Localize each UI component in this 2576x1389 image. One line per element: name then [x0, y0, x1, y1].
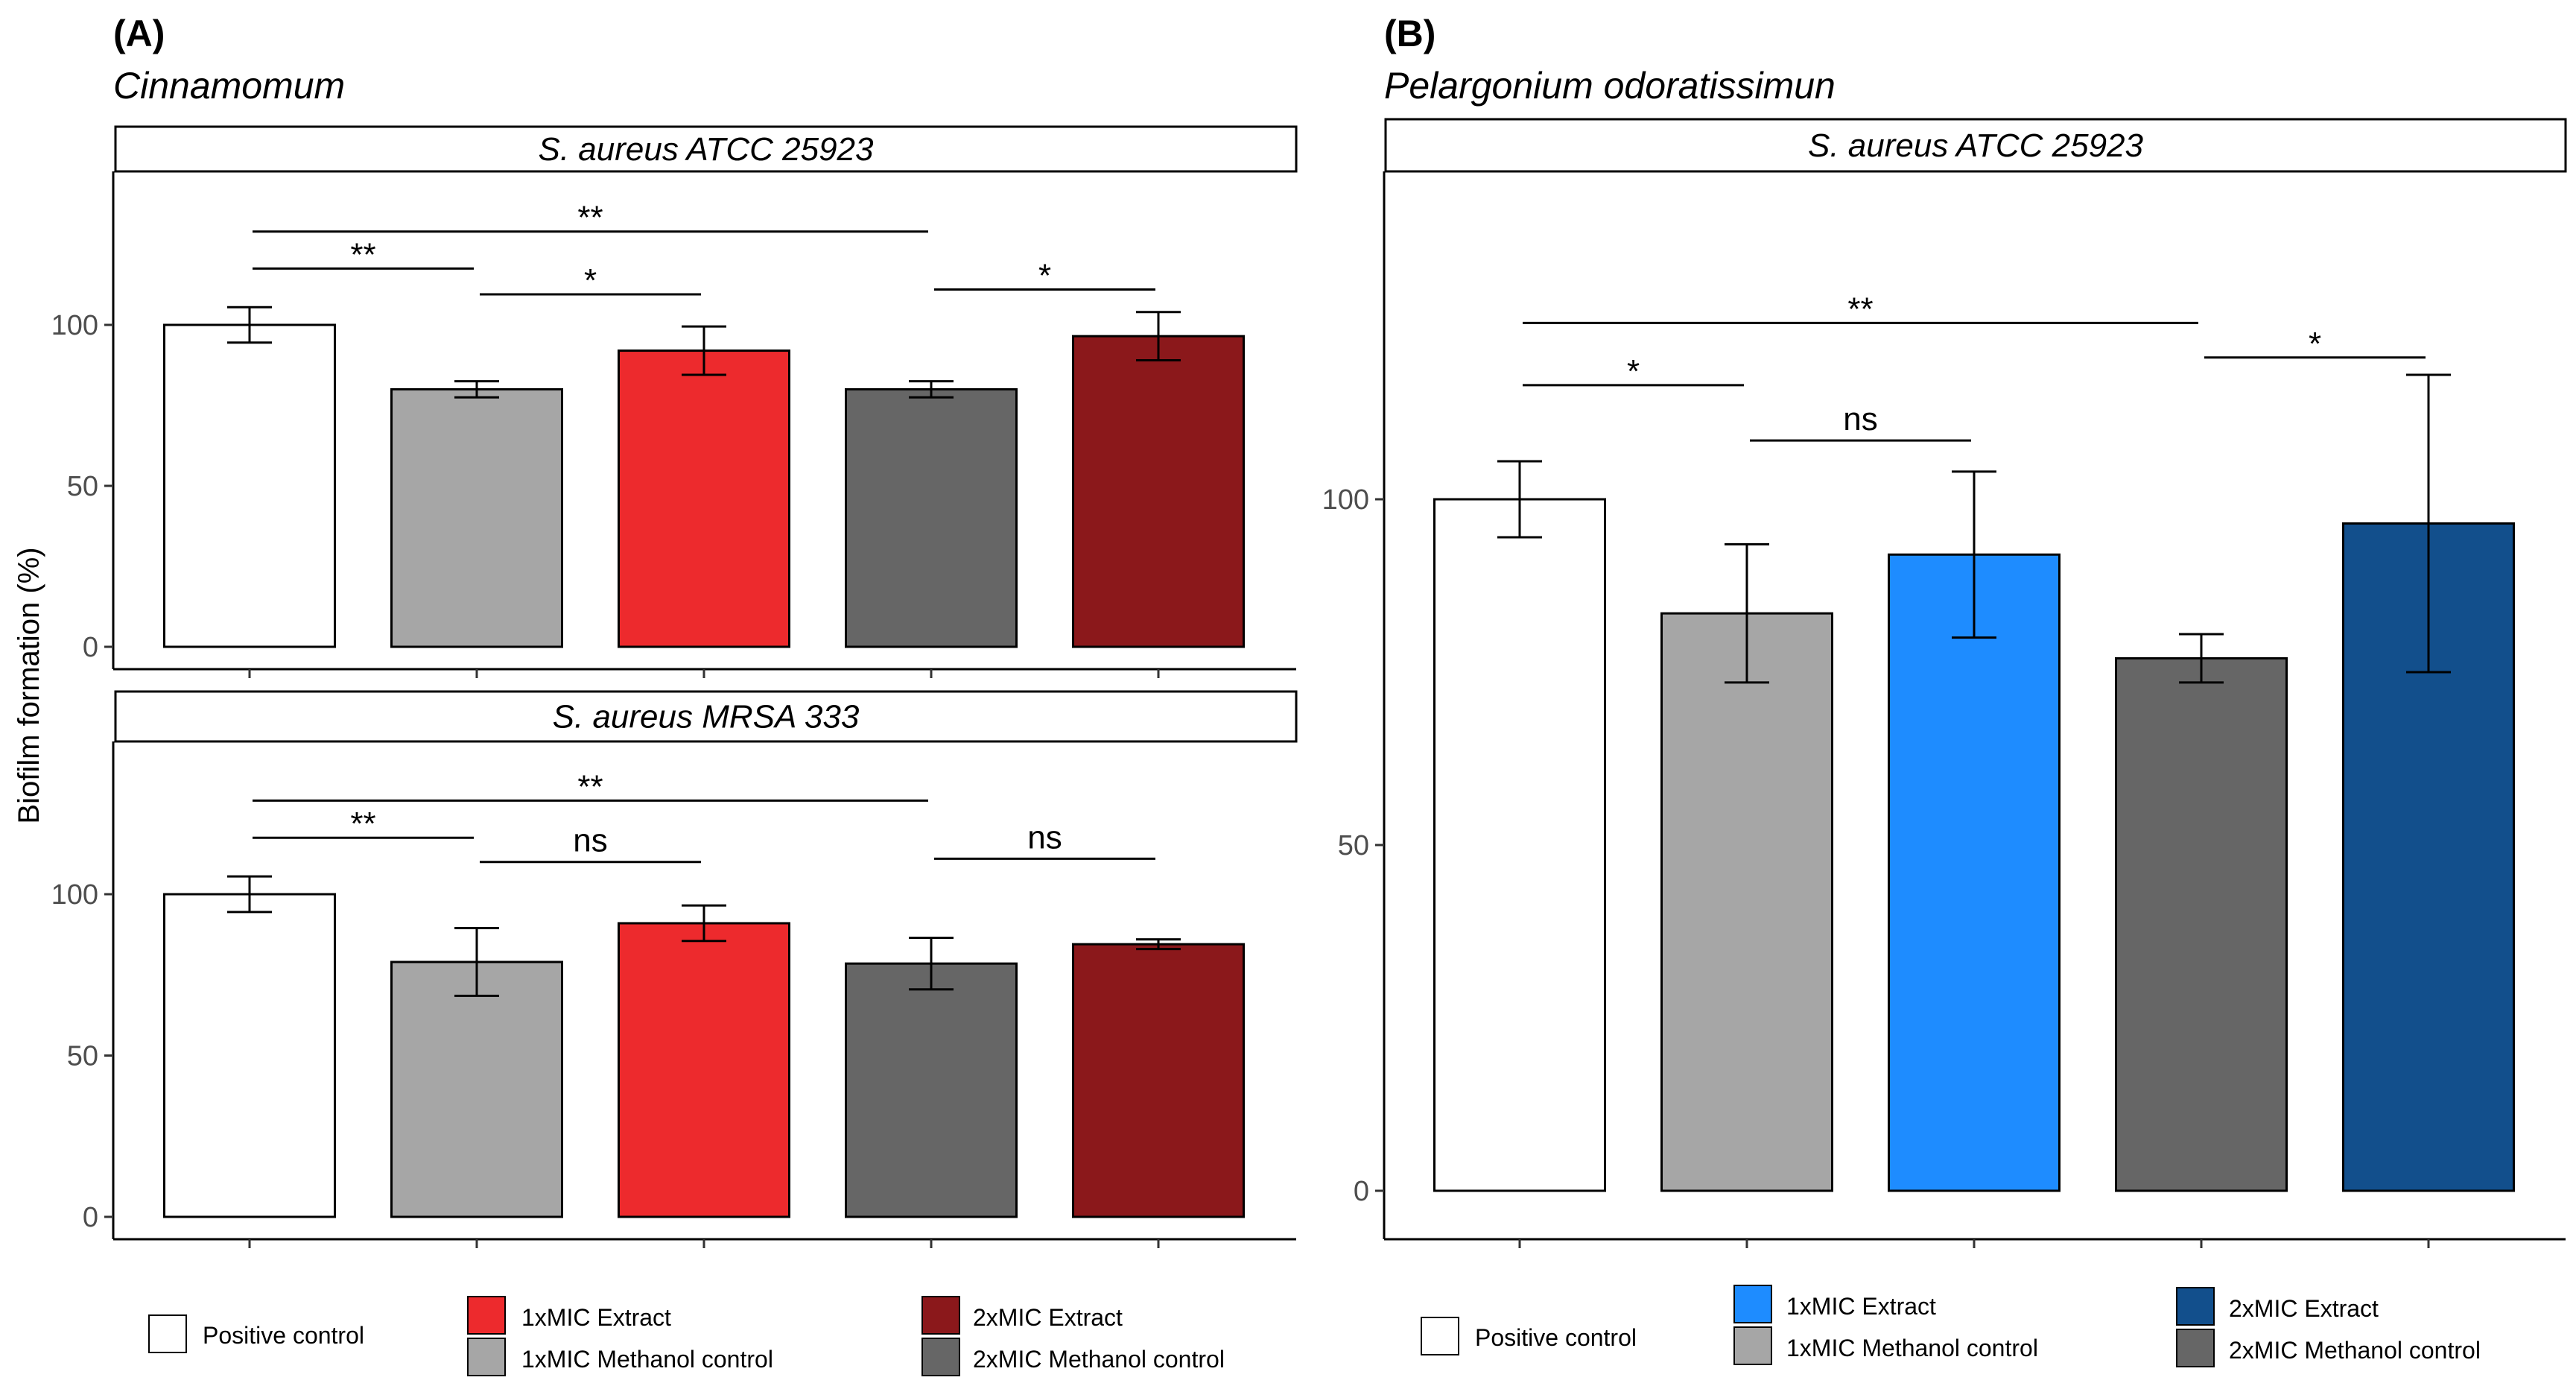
significance-label: ns: [573, 823, 607, 859]
bar: 2xMIC Methanol control: 77: [2115, 656, 2288, 1192]
bar: 1xMIC Methanol control: 83.5: [1660, 612, 1833, 1192]
y-tick-label: 100: [51, 310, 98, 341]
legend-swatch-positive-control: [1421, 1317, 1459, 1355]
legend-swatch-2xmic-extract: [2176, 1287, 2215, 1326]
legend-label-2xmic-methanol: 2xMIC Methanol control: [973, 1346, 1225, 1373]
y-tick-label: 0: [1354, 1176, 1369, 1207]
bar: 2xMIC Methanol control: 78.5: [845, 962, 1018, 1218]
significance-label: **: [1847, 291, 1873, 327]
legend-a: Positive control 1xMIC Extract 1xMIC Met…: [148, 1296, 1225, 1376]
strip-box: [114, 690, 1298, 743]
legend-label-1xmic-extract: 1xMIC Extract: [521, 1304, 671, 1331]
bar: 1xMIC Extract: 92: [1888, 553, 2061, 1192]
significance-label: *: [1038, 257, 1051, 294]
significance-label: **: [577, 768, 603, 805]
y-tick-label: 0: [83, 1202, 98, 1233]
bar: 1xMIC Methanol control: 79: [390, 961, 563, 1218]
y-tick-label: 50: [1338, 830, 1369, 861]
legend-swatch-positive-control: [148, 1314, 187, 1353]
strip-box: [1384, 118, 2567, 173]
significance-label: ns: [1843, 401, 1877, 437]
y-tick-label: 50: [67, 471, 98, 502]
bar: 1xMIC Extract: 92: [618, 349, 790, 648]
plot-cinnamomum-atcc: S. aureus ATCC 25923 0 50 100 Positive contr…: [51, 125, 1298, 678]
bar: 2xMIC Extract: 84.5: [1072, 943, 1245, 1218]
strip-label: S. aureus ATCC 25923: [1808, 127, 2144, 164]
legend-label-2xmic-methanol: 2xMIC Methanol control: [2229, 1337, 2481, 1364]
bar: 2xMIC Methanol control: 80: [845, 387, 1018, 648]
bar: Positive control: 100: [1433, 498, 1606, 1192]
panel-b-letter: (B): [1384, 13, 1435, 54]
legend-swatch-1xmic-methanol: [467, 1338, 506, 1376]
legend-swatch-1xmic-methanol: [1733, 1326, 1772, 1365]
legend-label-2xmic-extract: 2xMIC Extract: [2229, 1295, 2379, 1322]
significance-label: **: [577, 200, 603, 236]
bar: 1xMIC Extract: 91: [618, 922, 790, 1218]
legend-label-positive-control: Positive control: [1475, 1324, 1637, 1351]
legend-label-positive-control: Positive control: [203, 1322, 364, 1349]
panel-a-letter: (A): [113, 13, 165, 54]
significance-label: *: [1627, 353, 1640, 390]
legend-label-2xmic-extract: 2xMIC Extract: [973, 1304, 1123, 1331]
legend-label-1xmic-methanol: 1xMIC Methanol control: [521, 1346, 773, 1373]
legend-swatch-2xmic-extract: [921, 1296, 960, 1335]
legend-b: Positive control 1xMIC Extract 1xMIC Met…: [1421, 1285, 2481, 1367]
significance-label: **: [350, 236, 375, 273]
strip-label: S. aureus MRSA 333: [553, 699, 860, 735]
legend-label-1xmic-extract: 1xMIC Extract: [1786, 1293, 1936, 1320]
y-tick-label: 0: [83, 632, 98, 663]
plot-cinnamomum-mrsa: S. aureus MRSA 333 0 50 100 Positive control…: [51, 690, 1298, 1248]
strip-box: [114, 125, 1298, 173]
y-axis-title: Biofilm formation (%): [13, 547, 45, 823]
panel-b-title: Pelargonium odoratissimun: [1384, 65, 1836, 107]
significance-label: ns: [1027, 819, 1062, 855]
legend-swatch-1xmic-extract: [467, 1296, 506, 1335]
bar: 1xMIC Methanol control: 80: [390, 387, 563, 648]
y-tick-label: 100: [51, 879, 98, 911]
y-tick-label: 50: [67, 1041, 98, 1072]
legend-swatch-2xmic-methanol: [921, 1338, 960, 1376]
legend-swatch-1xmic-extract: [1733, 1285, 1772, 1323]
significance-label: **: [350, 806, 375, 842]
bar: 2xMIC Extract: 96.5: [1072, 335, 1245, 648]
significance-label: *: [584, 262, 597, 299]
legend-label-1xmic-methanol: 1xMIC Methanol control: [1786, 1335, 2038, 1361]
bar: Positive control: 100: [163, 323, 336, 648]
legend-swatch-2xmic-methanol: [2176, 1329, 2215, 1367]
bar: Positive control: 100: [163, 893, 336, 1218]
plot-pelargonium-atcc: S. aureus ATCC 25923 0 50 100 Positive contr…: [1322, 118, 2567, 1248]
y-tick-label: 100: [1322, 484, 1369, 516]
strip-label: S. aureus ATCC 25923: [538, 131, 874, 168]
panel-a-title: Cinnamomum: [113, 65, 345, 107]
significance-label: *: [2309, 326, 2321, 362]
